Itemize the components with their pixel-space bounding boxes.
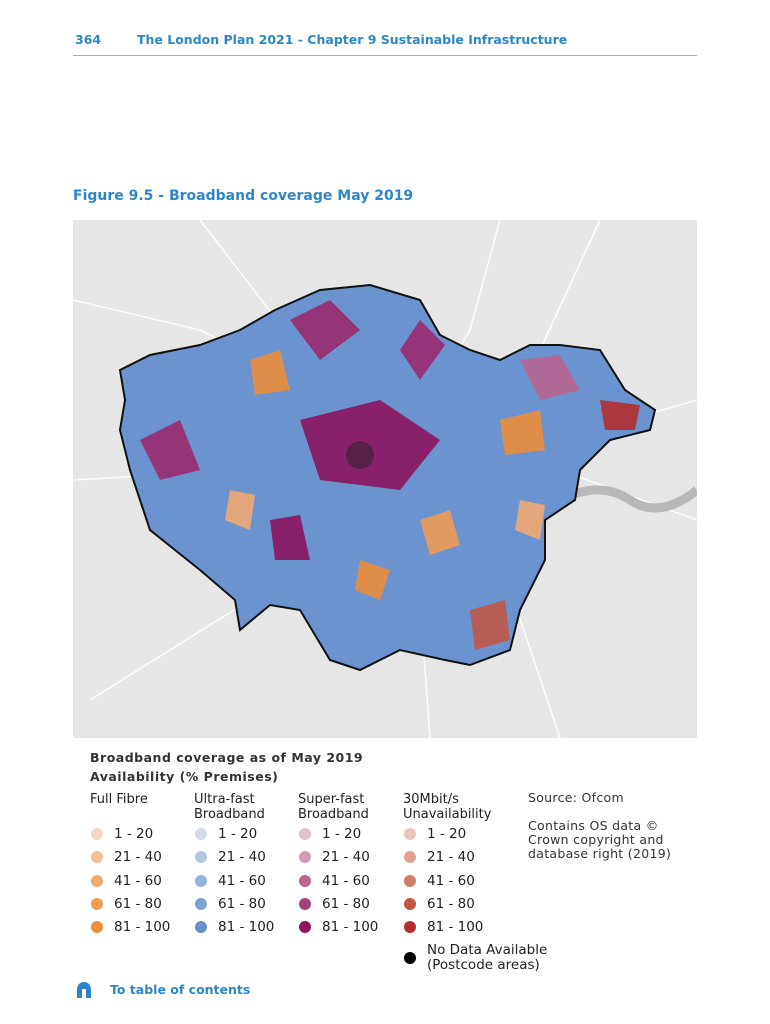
legend-label: 1 - 20 xyxy=(322,826,362,842)
legend-label: 1 - 20 xyxy=(427,826,467,842)
legend-swatch xyxy=(404,875,416,887)
legend-swatch xyxy=(91,851,103,863)
legend-label: 61 - 80 xyxy=(427,896,475,912)
legend-swatch xyxy=(195,875,207,887)
legend-entry: 1 - 20 xyxy=(90,825,153,843)
legend-swatch xyxy=(404,952,416,964)
header-rule xyxy=(73,55,697,56)
header-title: The London Plan 2021 - Chapter 9 Sustain… xyxy=(137,32,568,47)
legend-entry: 1 - 20 xyxy=(194,825,257,843)
legend-entry: 41 - 60 xyxy=(90,872,162,890)
column-header: Ultra-fast Broadband xyxy=(194,792,265,822)
legend-swatch xyxy=(91,828,103,840)
legend-swatch xyxy=(299,921,311,933)
no-data-entry: No Data Available (Postcode areas) xyxy=(403,943,567,973)
legend-swatch xyxy=(91,921,103,933)
legend-swatch xyxy=(404,921,416,933)
column-header: Full Fibre xyxy=(90,792,148,807)
legend-entry: 81 - 100 xyxy=(90,918,170,936)
legend-swatch xyxy=(195,921,207,933)
legend-entry: 61 - 80 xyxy=(194,895,266,913)
legend-entry: 21 - 40 xyxy=(90,848,162,866)
legend-label: 41 - 60 xyxy=(218,873,266,889)
legend-entry: 61 - 80 xyxy=(90,895,162,913)
legend-swatch xyxy=(195,898,207,910)
legend-label: 41 - 60 xyxy=(322,873,370,889)
legend-entry: 81 - 100 xyxy=(403,918,483,936)
contents-icon[interactable] xyxy=(76,981,92,999)
legend-label: No Data Available (Postcode areas) xyxy=(427,942,548,973)
legend-label: 1 - 20 xyxy=(114,826,154,842)
legend-label: 21 - 40 xyxy=(218,849,266,865)
column-header: Super-fast Broadband xyxy=(298,792,369,822)
legend-entry: 41 - 60 xyxy=(194,872,266,890)
legend-entry: 81 - 100 xyxy=(194,918,274,936)
page-number: 364 xyxy=(75,32,102,47)
legend-swatch xyxy=(195,828,207,840)
copyright: Contains OS data © Crown copyright and d… xyxy=(528,818,672,861)
legend-label: 61 - 80 xyxy=(114,896,162,912)
legend-entry: 21 - 40 xyxy=(298,848,370,866)
legend-label: 61 - 80 xyxy=(322,896,370,912)
legend-label: 81 - 100 xyxy=(218,919,275,935)
column-header: 30Mbit/s Unavailability xyxy=(403,792,492,822)
map xyxy=(73,220,697,738)
legend-swatch xyxy=(91,898,103,910)
legend-swatch xyxy=(299,851,311,863)
legend-label: 21 - 40 xyxy=(322,849,370,865)
contents-link[interactable]: To table of contents xyxy=(110,982,251,997)
legend-entry: 61 - 80 xyxy=(298,895,370,913)
legend-swatch xyxy=(299,875,311,887)
legend-entry: 41 - 60 xyxy=(403,872,475,890)
legend-swatch xyxy=(195,851,207,863)
legend-entry: 21 - 40 xyxy=(194,848,266,866)
legend-label: 81 - 100 xyxy=(427,919,484,935)
legend-label: 21 - 40 xyxy=(114,849,162,865)
legend-swatch xyxy=(91,875,103,887)
legend-swatch xyxy=(404,851,416,863)
legend-swatch xyxy=(299,828,311,840)
legend-entry: 21 - 40 xyxy=(403,848,475,866)
legend-entry: 81 - 100 xyxy=(298,918,378,936)
legend-swatch xyxy=(299,898,311,910)
legend-label: 41 - 60 xyxy=(114,873,162,889)
legend-label: 41 - 60 xyxy=(427,873,475,889)
legend-title: Broadband coverage as of May 2019 xyxy=(90,750,364,765)
legend-entry: 41 - 60 xyxy=(298,872,370,890)
legend-entry: 61 - 80 xyxy=(403,895,475,913)
legend-swatch xyxy=(404,898,416,910)
legend-subtitle: Availability (% Premises) xyxy=(90,769,279,784)
legend-label: 21 - 40 xyxy=(427,849,475,865)
legend-entry: 1 - 20 xyxy=(298,825,361,843)
legend-label: 81 - 100 xyxy=(322,919,379,935)
legend-entry: 1 - 20 xyxy=(403,825,466,843)
legend-swatch xyxy=(404,828,416,840)
figure-title: Figure 9.5 - Broadband coverage May 2019 xyxy=(73,188,414,204)
legend-label: 61 - 80 xyxy=(218,896,266,912)
source: Source: Ofcom xyxy=(528,790,624,805)
legend-label: 81 - 100 xyxy=(114,919,171,935)
legend-label: 1 - 20 xyxy=(218,826,258,842)
